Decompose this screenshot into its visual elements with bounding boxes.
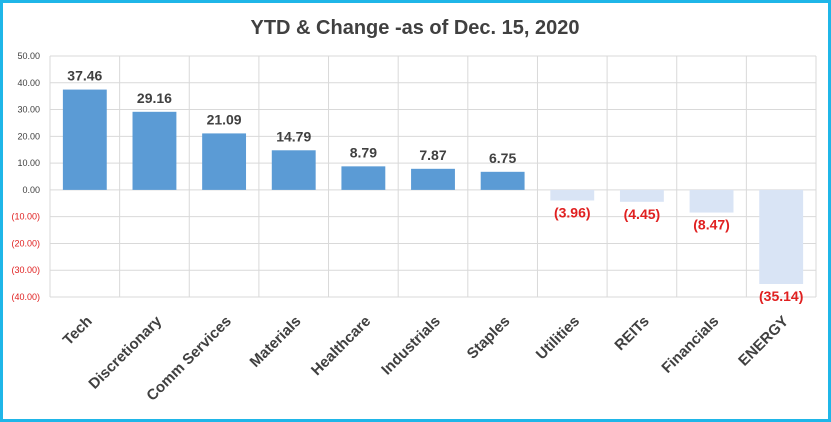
bar — [619, 189, 664, 202]
x-tick-label: Industrials — [378, 313, 444, 379]
x-tick-label: Staples — [464, 313, 514, 363]
data-label: 14.79 — [276, 128, 311, 144]
y-tick-label: (40.00) — [11, 292, 40, 302]
data-label: 7.87 — [419, 147, 446, 163]
bars — [62, 89, 804, 284]
y-tick-label: 0.00 — [22, 185, 40, 195]
x-tick-label: Discretionary — [85, 312, 165, 392]
bar — [341, 166, 386, 190]
bar — [132, 111, 177, 190]
y-tick-label: 20.00 — [17, 131, 40, 141]
y-tick-label: (30.00) — [11, 265, 40, 275]
bar — [689, 189, 734, 213]
y-tick-label: 40.00 — [17, 78, 40, 88]
y-tick-label: 30.00 — [17, 105, 40, 115]
data-label: 21.09 — [207, 111, 242, 127]
bar — [759, 189, 804, 284]
data-label: 8.79 — [350, 144, 377, 160]
bar — [480, 171, 525, 190]
chart-title: YTD & Change -as of Dec. 15, 2020 — [250, 17, 579, 39]
x-tick-label: REITs — [611, 313, 652, 354]
bar — [62, 89, 107, 190]
x-tick-label: ENERGY — [735, 313, 792, 370]
bar — [202, 133, 247, 190]
x-tick-label: Financials — [658, 313, 722, 377]
y-tick-label: (10.00) — [11, 212, 40, 222]
gridlines — [49, 55, 817, 298]
y-tick-label: (20.00) — [11, 238, 40, 248]
bar — [550, 189, 595, 201]
y-axis-ticks: 50.00 40.00 30.00 20.00 10.00 0.00 (10.00) (20.… — [11, 51, 40, 302]
data-label: 37.46 — [67, 68, 102, 84]
y-tick-label: 10.00 — [17, 158, 40, 168]
x-tick-label: Tech — [60, 313, 96, 349]
x-tick-label: Utilities — [533, 313, 583, 363]
data-label: (8.47) — [693, 217, 730, 233]
x-tick-label: Materials — [247, 313, 305, 371]
bar — [411, 168, 455, 190]
data-label: 6.75 — [489, 150, 516, 166]
x-tick-label: Healthcare — [308, 313, 374, 379]
data-label: 29.16 — [137, 90, 172, 106]
data-label: (35.14) — [759, 288, 803, 304]
bar — [271, 150, 316, 190]
y-tick-label: 50.00 — [17, 51, 40, 61]
data-label: (4.45) — [624, 206, 661, 222]
data-label: (3.96) — [554, 204, 591, 220]
data-labels: 37.46 29.16 21.09 14.79 8.79 7.87 6.75 (3.96) (4… — [67, 68, 803, 304]
